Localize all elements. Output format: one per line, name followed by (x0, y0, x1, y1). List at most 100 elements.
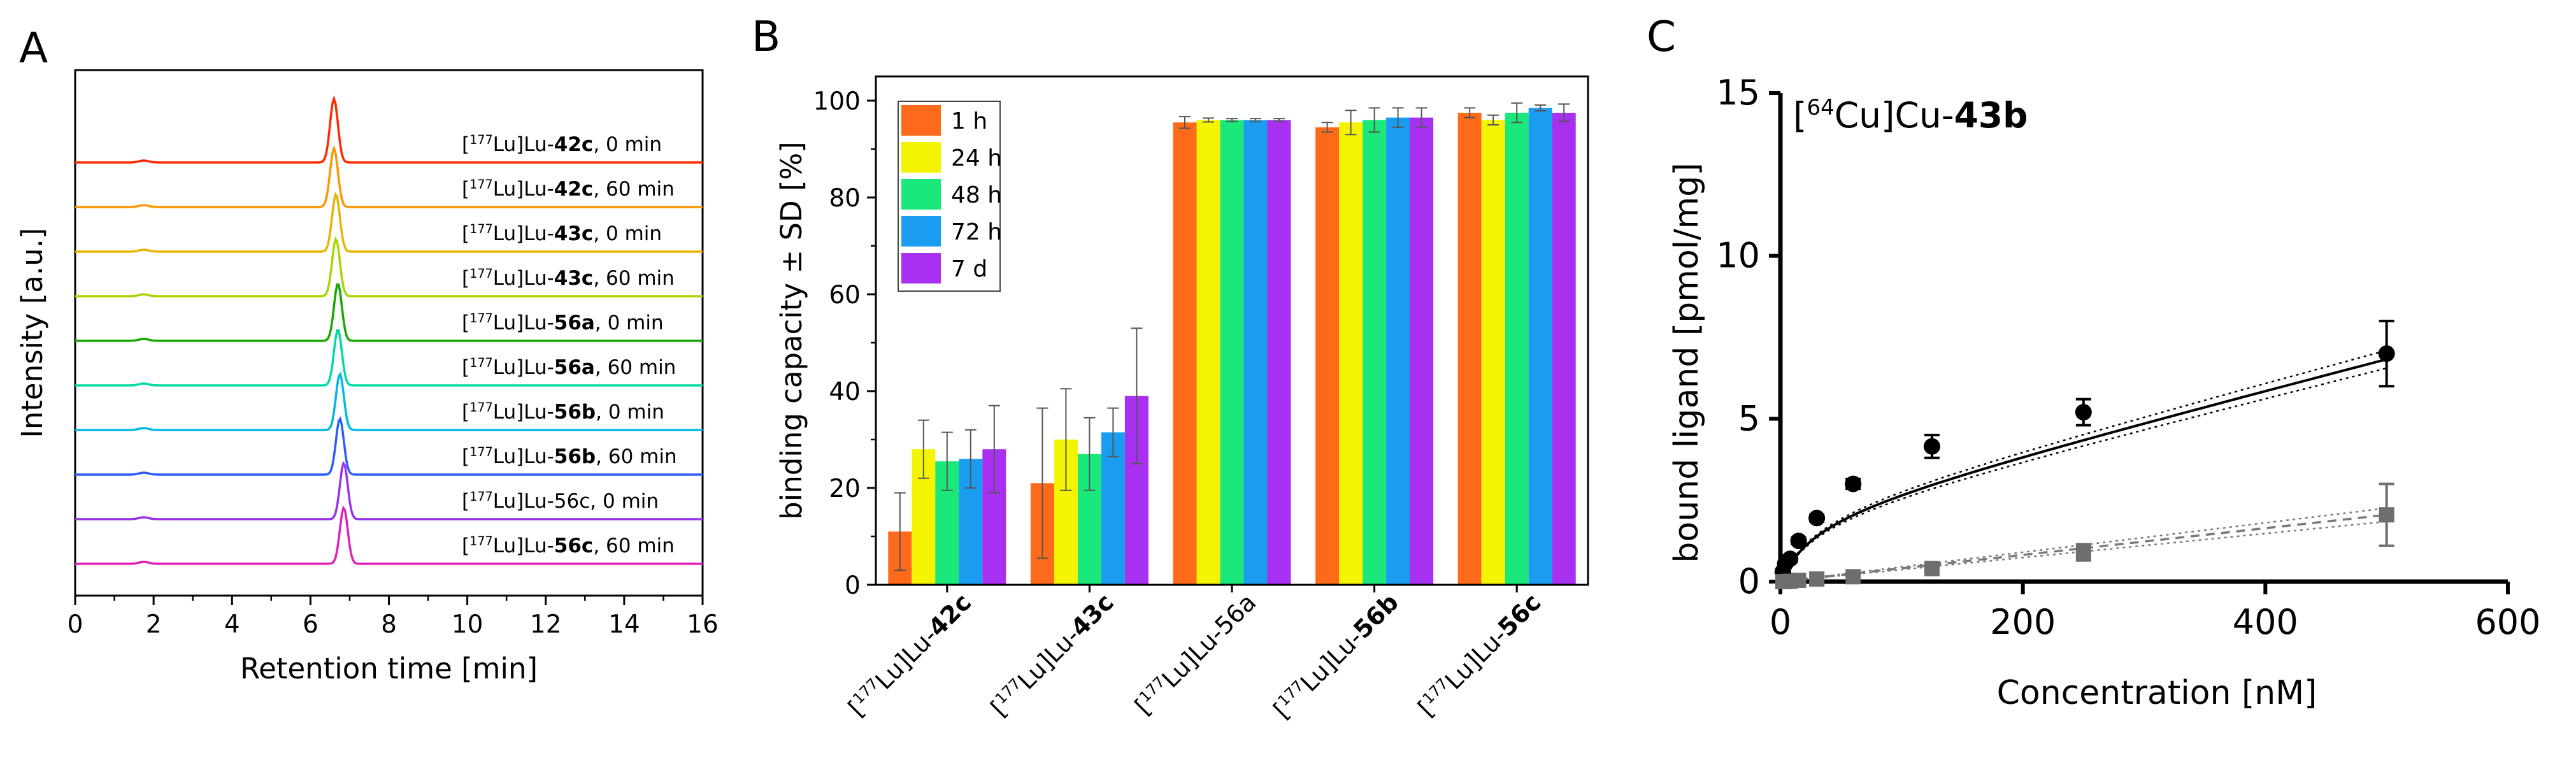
data-point (1791, 572, 1807, 588)
data-point (2075, 544, 2091, 560)
label-part-bold: 56c (554, 534, 594, 557)
label-part-suffix: , 0 min (593, 133, 662, 156)
x-axis-label: Retention time [min] (240, 652, 538, 685)
label-part-sup: 177 (469, 222, 493, 236)
data-point (1790, 533, 1807, 550)
bar (1505, 113, 1529, 585)
category-label: [177Lu]Lu-56b (1268, 588, 1404, 724)
legend-swatch (901, 105, 941, 136)
x-tick-label: 6 (303, 610, 318, 639)
label-part-suffix: , 0 min (590, 490, 659, 513)
x-tick-label: 600 (2475, 602, 2540, 642)
x-tick-label: 16 (687, 610, 719, 639)
title-part: [ (1793, 95, 1807, 136)
category-label: [177Lu]Lu-56a (1129, 588, 1261, 720)
y-tick-label: 0 (845, 571, 861, 600)
label-part-prefix: [ (462, 267, 469, 290)
label-part-sup: 177 (469, 400, 493, 415)
x-tick-label: 10 (452, 610, 483, 639)
legend-swatch (901, 253, 941, 283)
x-tick-label: 8 (381, 610, 397, 639)
legend-label: 1 h (951, 108, 987, 134)
label-part-prefix: [ (462, 133, 469, 156)
chromatogram-trace (75, 505, 703, 565)
y-tick-label: 60 (829, 281, 861, 310)
label-part-sup: 177 (469, 445, 493, 459)
y-tick-label: 0 (1738, 561, 1760, 601)
category-label: [177Lu]Lu-43c (985, 588, 1119, 722)
bar (1101, 432, 1125, 585)
y-axis-label: binding capacity ± SD [%] (775, 141, 808, 520)
x-tick-label: 2 (146, 610, 162, 639)
label-part-prefix: [ (462, 178, 469, 201)
chromatogram-trace (75, 461, 703, 520)
label-part-mid: Lu]Lu-56c (493, 490, 590, 513)
y-tick-label: 100 (813, 87, 861, 116)
x-tick-label: 4 (224, 610, 240, 639)
panel-c-saturation-binding: 0 5 10 15 0 200 400 600 Concentration [nM] bound … (1668, 73, 2541, 712)
data-point (2379, 507, 2394, 523)
label-part-prefix: [ (462, 222, 469, 245)
x-tick-label: 400 (2233, 602, 2298, 642)
legend-label: 72 h (951, 219, 1002, 245)
legend-swatch (901, 142, 941, 173)
bar (1315, 127, 1340, 585)
label-part-sup: 177 (469, 177, 493, 192)
label-part-sup: 177 (469, 355, 493, 370)
x-axis-label: Concentration [nM] (1997, 674, 2317, 712)
category-label: [177Lu]Lu-42c (843, 588, 977, 722)
legend-swatch (901, 216, 941, 247)
data-point (1808, 510, 1826, 527)
trace-label: [177Lu]Lu-42c, 0 min (462, 133, 662, 157)
trace-label: [177Lu]Lu-56b, 0 min (462, 400, 664, 424)
bar (1386, 117, 1410, 585)
y-tick-label: 15 (1716, 73, 1760, 113)
label-part-mid: Lu]Lu- (493, 312, 554, 334)
label-part-mid: Lu]Lu- (493, 178, 554, 201)
bar (1173, 122, 1197, 585)
label-part-prefix: [ (462, 312, 469, 334)
bar (1410, 117, 1434, 585)
trace-label: [177Lu]Lu-43c, 60 min (462, 266, 675, 290)
data-point (1923, 438, 1940, 455)
trace-label: [177Lu]Lu-42c, 60 min (462, 177, 675, 201)
label-part-mid: Lu]Lu- (493, 222, 554, 245)
data-point (1845, 475, 1862, 492)
bar (1528, 108, 1552, 585)
chromatogram-trace (75, 192, 703, 253)
label-part-sup: 177 (469, 266, 493, 281)
x-tick-label: 12 (530, 610, 562, 639)
label-part-mid: Lu]Lu- (493, 401, 554, 424)
title-part: 64 (1807, 95, 1834, 120)
bar (1457, 113, 1482, 585)
data-point (1924, 561, 1940, 577)
data-point (1782, 550, 1799, 568)
y-tick-label: 40 (829, 378, 861, 406)
chromatogram-trace (75, 145, 703, 208)
chromatogram-trace (75, 283, 703, 342)
y-tick-label: 10 (1716, 236, 1760, 276)
label-part-suffix: , 0 min (595, 312, 664, 334)
chromatogram-trace (75, 236, 703, 297)
label-part-mid: Lu]Lu- (493, 534, 554, 557)
label-part-sup: 177 (469, 534, 493, 548)
bar (1363, 120, 1387, 585)
label-part-prefix: [ (462, 534, 469, 557)
label-part-bold: 42c (554, 133, 594, 156)
y-tick-label: 5 (1738, 398, 1760, 438)
label-part-mid: Lu]Lu- (493, 356, 554, 379)
data-point (2378, 345, 2395, 362)
label-part-mid: Lu]Lu- (1440, 622, 1512, 695)
y-axis-label: Intensity [a.u.] (15, 228, 49, 438)
label-part-mid: Lu]Lu- (493, 133, 554, 156)
legend-swatch (901, 179, 941, 210)
y-axis-label: bound ligand [pmol/mg] (1668, 162, 1706, 562)
ci-band-upper-total (1779, 349, 2387, 582)
label-part-mid: Lu]Lu- (493, 445, 554, 468)
label-part-mid: Lu]Lu-56a (1156, 588, 1261, 693)
fit-curve-total (1779, 358, 2387, 582)
x-tick-label: 0 (68, 610, 83, 639)
data-point (1845, 569, 1861, 585)
